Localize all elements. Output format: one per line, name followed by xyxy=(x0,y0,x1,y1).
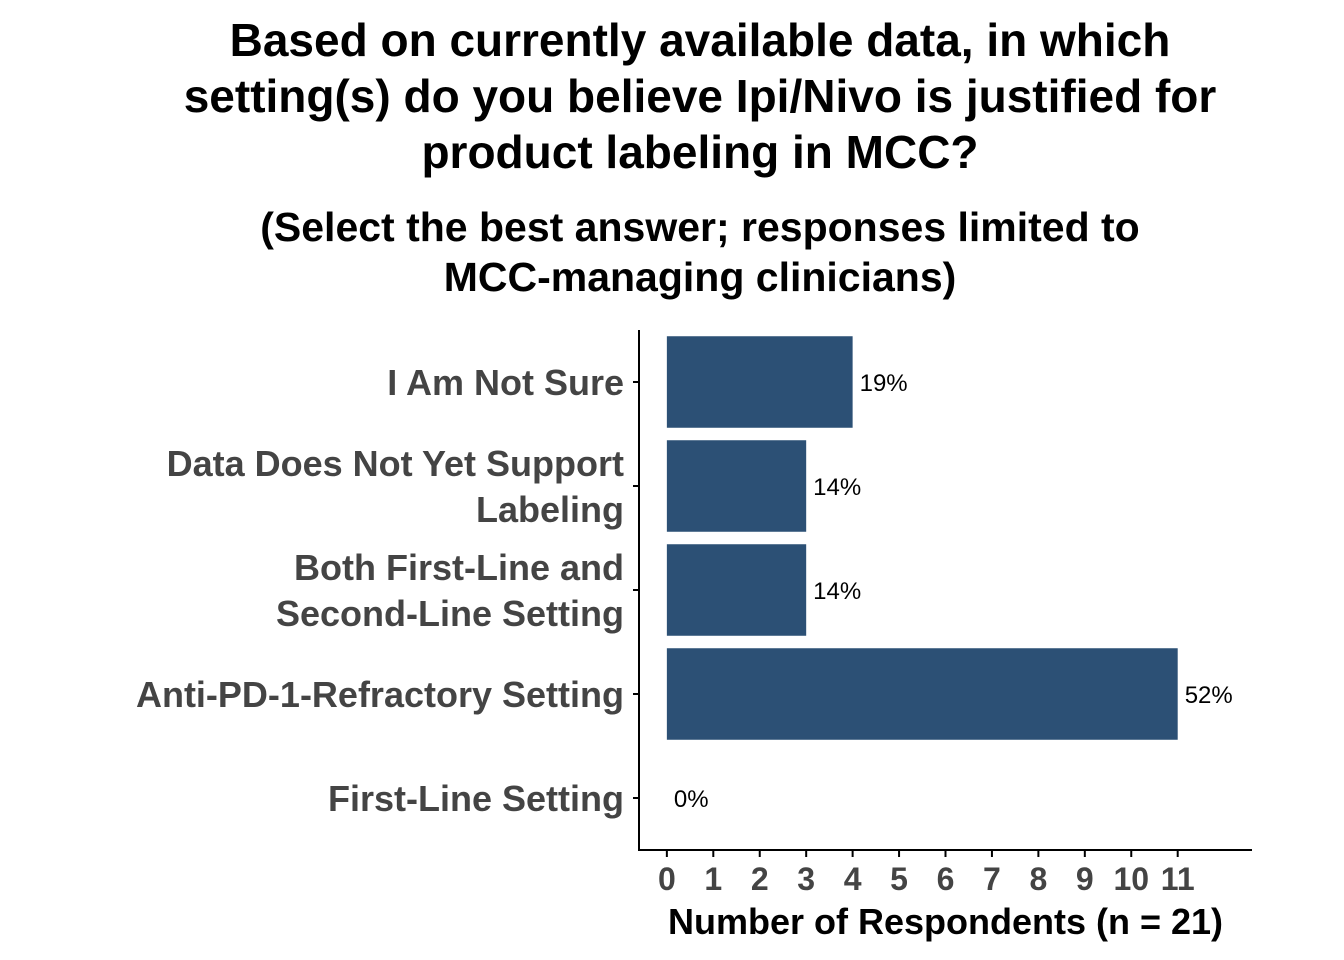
x-tick-label: 5 xyxy=(890,861,908,897)
x-tick-label: 4 xyxy=(844,861,862,897)
chart-title-line: product labeling in MCC? xyxy=(421,126,979,178)
category-label-line: Anti-PD-1-Refractory Setting xyxy=(136,674,624,715)
bar xyxy=(666,336,853,428)
chart-subtitle: (Select the best answer; responses limit… xyxy=(60,202,1340,302)
chart-subtitle-line: MCC-managing clinicians) xyxy=(443,254,957,300)
x-axis-title: Number of Respondents (n = 21) xyxy=(668,901,1223,942)
category-label-line: Data Does Not Yet Support xyxy=(167,443,624,484)
chart-title-line: Based on currently available data, in wh… xyxy=(229,14,1171,66)
bar xyxy=(666,648,1178,740)
category-label-line: I Am Not Sure xyxy=(387,362,624,403)
category-label: Anti-PD-1-Refractory Setting xyxy=(136,674,624,715)
data-label: 14% xyxy=(813,578,861,605)
category-label-line: Both First-Line and xyxy=(294,547,624,588)
data-labels-group: 19% 14% 14% 52% 0% xyxy=(674,370,1233,813)
x-tick-label: 1 xyxy=(704,861,722,897)
category-label: Both First-Line and Second-Line Setting xyxy=(276,547,624,634)
x-tick-label: 3 xyxy=(797,861,815,897)
bar xyxy=(666,440,807,532)
x-tick-label: 10 xyxy=(1113,861,1149,897)
bar xyxy=(666,544,807,636)
x-tick-label: 0 xyxy=(658,861,676,897)
category-label-line: First-Line Setting xyxy=(328,778,624,819)
data-label: 0% xyxy=(674,786,709,813)
x-axis-ticks-group: 0 1 2 3 4 5 6 7 8 9 10 11 xyxy=(658,850,1195,897)
category-label: Data Does Not Yet Support Labeling xyxy=(167,443,624,530)
x-tick-label: 2 xyxy=(751,861,769,897)
category-label-line: Second-Line Setting xyxy=(276,593,624,634)
chart-title-line: setting(s) do you believe Ipi/Nivo is ju… xyxy=(183,70,1217,122)
x-tick-label: 8 xyxy=(1029,861,1047,897)
x-tick-label: 9 xyxy=(1076,861,1094,897)
bars-group xyxy=(666,336,1178,740)
x-tick-label: 11 xyxy=(1161,861,1195,897)
data-label: 19% xyxy=(860,370,908,397)
x-tick-label: 7 xyxy=(983,861,1001,897)
chart-subtitle-line: (Select the best answer; responses limit… xyxy=(260,204,1140,250)
data-label: 14% xyxy=(813,474,861,501)
category-label-line: Labeling xyxy=(476,489,624,530)
category-label: First-Line Setting xyxy=(328,778,624,819)
data-label: 52% xyxy=(1185,682,1233,709)
chart-title: Based on currently available data, in wh… xyxy=(60,12,1340,180)
x-tick-label: 6 xyxy=(937,861,955,897)
category-label: I Am Not Sure xyxy=(387,362,624,403)
y-axis-labels-group: I Am Not Sure Data Does Not Yet Support La… xyxy=(136,362,624,819)
